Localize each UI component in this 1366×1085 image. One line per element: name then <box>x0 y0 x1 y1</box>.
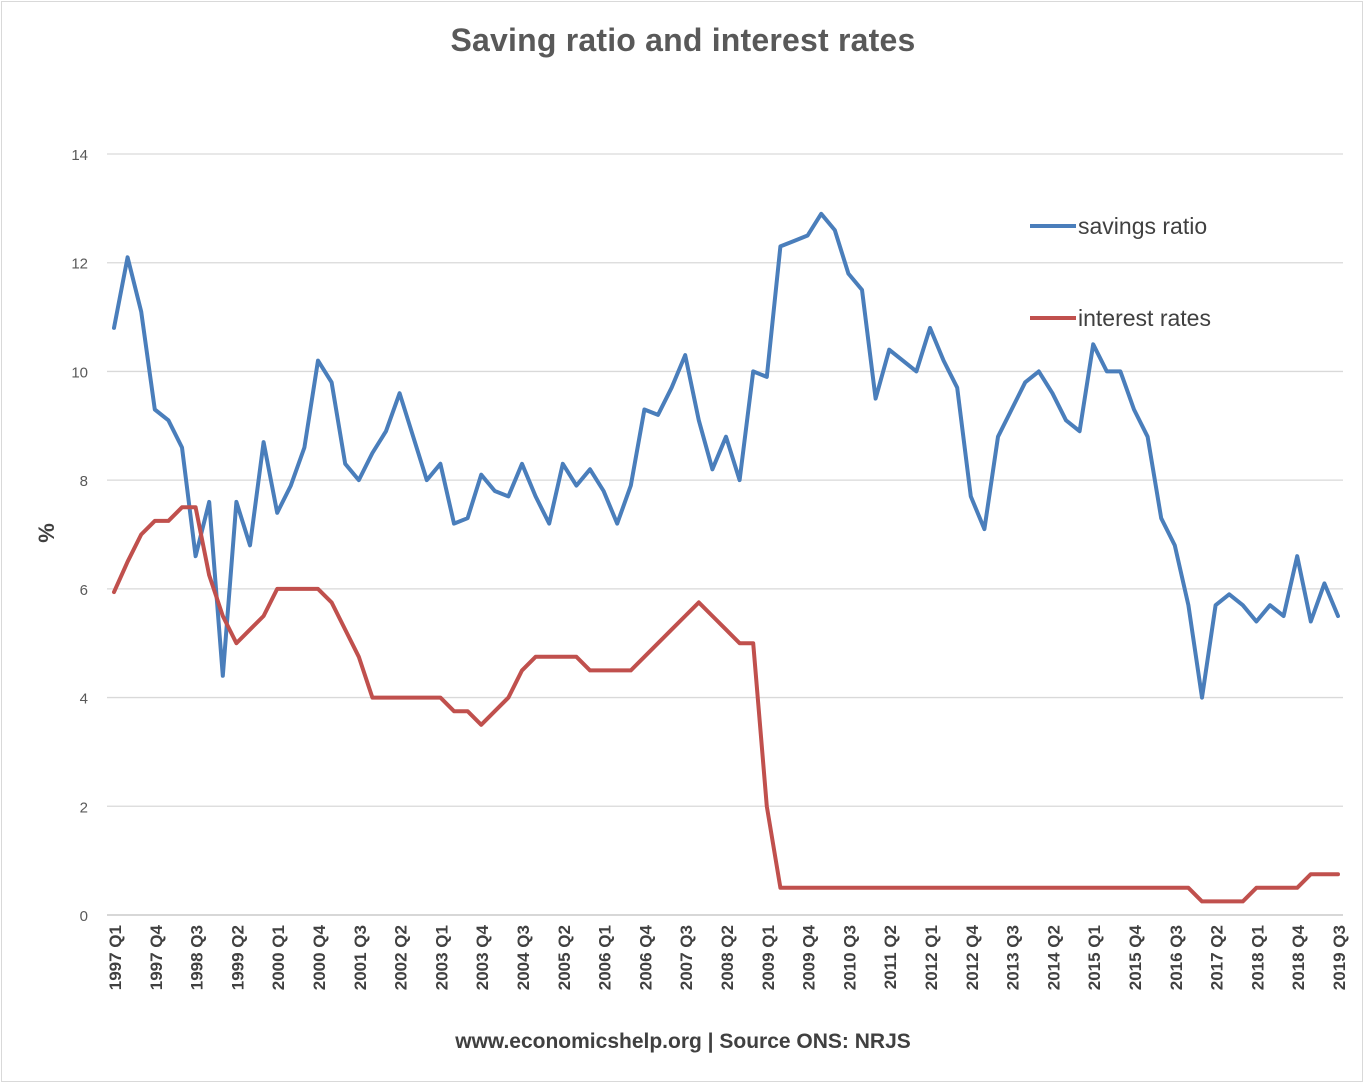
legend-swatch-savings-ratio <box>1030 224 1076 228</box>
x-tick-label: 2003 Q1 <box>432 925 451 990</box>
legend-item-interest-rates: interest rates <box>1030 303 1211 333</box>
y-tick-label: 12 <box>71 256 88 273</box>
y-tick-label: 10 <box>71 364 88 381</box>
gridlines <box>107 153 1343 916</box>
y-tick-label: 6 <box>80 582 88 599</box>
series-line-savings-ratio <box>112 211 1340 700</box>
x-tick-label: 2006 Q4 <box>636 924 655 990</box>
x-tick-label: 2000 Q4 <box>310 924 329 990</box>
series-line-interest-rates <box>112 505 1340 904</box>
x-tick-label: 2006 Q1 <box>596 925 615 990</box>
y-axis-ticks: 0 2 4 6 8 10 12 14 <box>71 147 88 925</box>
x-tick-label: 2014 Q2 <box>1044 925 1063 990</box>
y-tick-label: 14 <box>71 147 88 164</box>
x-tick-label: 2012 Q4 <box>963 924 982 990</box>
x-tick-label: 2007 Q3 <box>677 925 696 990</box>
x-tick-label: 2001 Q3 <box>351 925 370 990</box>
legend-swatch-interest-rates <box>1030 316 1076 320</box>
x-axis-ticks: 1997 Q1 1997 Q4 1998 Q3 1999 Q2 2000 Q1 2000 … <box>106 924 1349 990</box>
x-tick-label: 2009 Q1 <box>759 925 778 990</box>
x-tick-label: 2008 Q2 <box>718 925 737 990</box>
x-tick-label: 1998 Q3 <box>188 925 207 990</box>
x-tick-label: 2000 Q1 <box>269 925 288 990</box>
x-tick-label: 1999 Q2 <box>228 925 247 990</box>
series-lines <box>112 211 1340 904</box>
x-tick-label: 2018 Q1 <box>1248 925 1267 990</box>
y-tick-label: 4 <box>80 691 88 708</box>
x-tick-label: 2004 Q3 <box>514 925 533 990</box>
x-tick-label: 2015 Q1 <box>1085 925 1104 990</box>
x-tick-label: 2011 Q2 <box>881 925 900 989</box>
x-tick-label: 2013 Q3 <box>1004 925 1023 990</box>
x-tick-label: 1997 Q1 <box>106 925 125 990</box>
x-tick-label: 2009 Q4 <box>800 924 819 990</box>
legend-label-interest-rates: interest rates <box>1078 304 1211 331</box>
x-tick-label: 2005 Q2 <box>555 925 574 990</box>
x-tick-label: 2010 Q3 <box>840 925 859 990</box>
x-tick-label: 2016 Q3 <box>1167 925 1186 990</box>
x-tick-label: 2012 Q1 <box>922 925 941 990</box>
x-axis-caption: www.economicshelp.org | Source ONS: NRJS <box>455 1030 911 1053</box>
x-tick-label: 2019 Q3 <box>1330 925 1349 990</box>
x-tick-label: 1997 Q4 <box>147 924 166 990</box>
x-tick-label: 2015 Q4 <box>1126 924 1145 990</box>
legend-label-savings-ratio: savings ratio <box>1078 212 1208 239</box>
x-tick-label: 2002 Q2 <box>392 925 411 990</box>
x-tick-label: 2017 Q2 <box>1208 925 1227 990</box>
chart-title: Saving ratio and interest rates <box>450 22 916 58</box>
y-tick-label: 2 <box>80 799 88 816</box>
y-tick-label: 8 <box>80 473 88 490</box>
y-axis-label: % <box>34 523 59 543</box>
x-tick-label: 2018 Q4 <box>1289 924 1308 990</box>
x-tick-label: 2003 Q4 <box>473 924 492 990</box>
legend-item-savings-ratio: savings ratio <box>1030 211 1207 241</box>
y-tick-label: 0 <box>80 908 88 925</box>
